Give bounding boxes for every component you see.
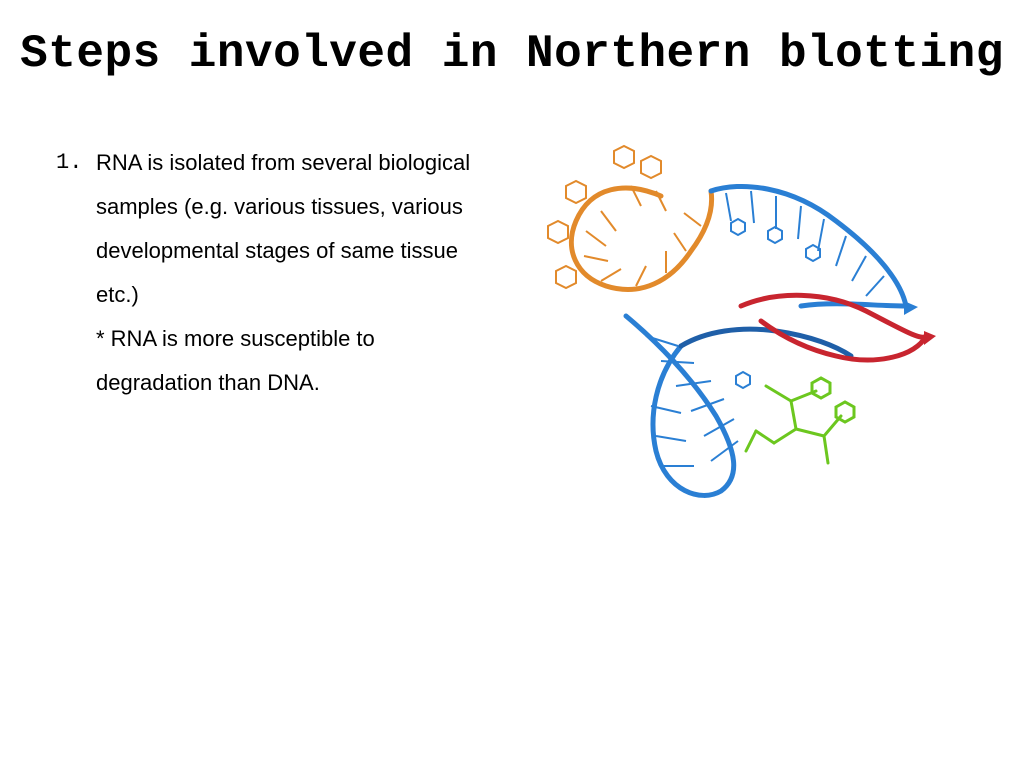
rna-backbone-blue-upper — [711, 186, 906, 306]
step-1: 1. RNA is isolated from several biologic… — [56, 141, 476, 405]
rna-structure-figure — [506, 131, 936, 511]
text-column: 1. RNA is isolated from several biologic… — [56, 141, 476, 405]
figure-column — [476, 141, 984, 405]
step-body: RNA is isolated from several biological … — [96, 141, 476, 405]
rna-backbone-blue-lower — [626, 316, 734, 495]
slide-title: Steps involved in Northern blotting — [0, 0, 1024, 81]
ligand-green — [746, 378, 854, 463]
content-row: 1. RNA is isolated from several biologic… — [0, 81, 1024, 405]
step-number: 1. — [56, 141, 96, 405]
arrowhead-red — [924, 331, 936, 345]
arrowhead-blue — [904, 301, 918, 315]
bases-blue-lower — [646, 336, 750, 466]
step-para-1: RNA is isolated from several biological … — [96, 141, 476, 317]
step-para-2: * RNA is more susceptible to degradation… — [96, 317, 476, 405]
